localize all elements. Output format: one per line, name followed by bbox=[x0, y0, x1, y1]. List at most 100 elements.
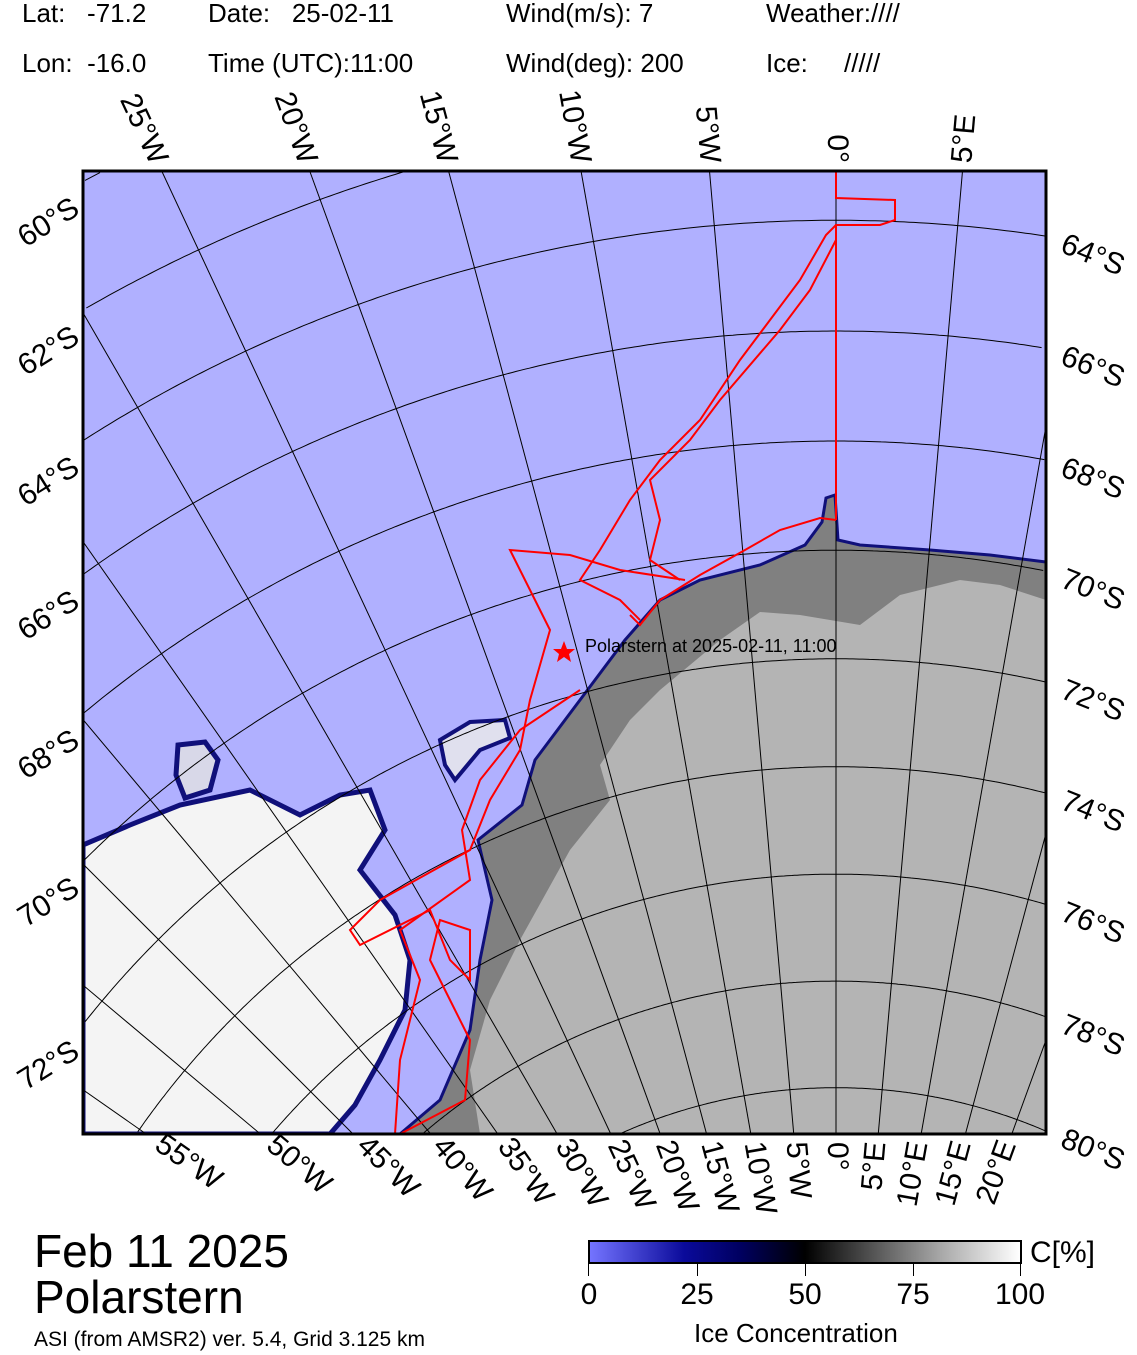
meridian bbox=[309, 171, 661, 1134]
graticule-label: 55°W bbox=[149, 1127, 229, 1197]
ship-track bbox=[348, 171, 896, 1134]
meridian bbox=[708, 171, 795, 1134]
time-value: 11:00 bbox=[350, 48, 414, 78]
graticule-label: 20°W bbox=[268, 88, 324, 169]
graticule-label: 20°E bbox=[970, 1136, 1023, 1209]
graticule-label: 78°S bbox=[1056, 1008, 1129, 1063]
date-readout: Date: 25-02-11 bbox=[208, 0, 394, 29]
meridian bbox=[83, 312, 558, 1134]
lat-value: -71.2 bbox=[87, 0, 147, 28]
graticule-label: 76°S bbox=[1056, 896, 1129, 951]
graticule-label: 72°S bbox=[12, 1034, 85, 1097]
meridian bbox=[877, 171, 964, 1134]
data-source: ASI (from AMSR2) ver. 5.4, Grid 3.125 km bbox=[34, 1328, 425, 1351]
lat-readout: Lat: -71.2 bbox=[22, 0, 146, 29]
meridian bbox=[964, 833, 1046, 1134]
meridian bbox=[1011, 1039, 1046, 1134]
meridian bbox=[83, 1089, 147, 1134]
parallel-60s bbox=[84, 172, 101, 181]
graticule-label: 30°W bbox=[549, 1133, 615, 1214]
ice-readout: Ice: ///// bbox=[766, 48, 880, 79]
colorbar-tick-100: 100 bbox=[994, 1278, 1046, 1311]
parallel-74s bbox=[137, 766, 1045, 1132]
graticule-label: 45°W bbox=[350, 1129, 426, 1205]
lon-label: Lon: bbox=[22, 48, 73, 78]
graticule-label: 5°E bbox=[855, 1140, 892, 1191]
graticule-label: 5°E bbox=[945, 113, 982, 164]
parallel-70s bbox=[83, 549, 1044, 861]
time-readout: Time (UTC):11:00 bbox=[208, 48, 413, 79]
date-label: Date: bbox=[208, 0, 271, 28]
graticule-label: 0° bbox=[821, 1142, 854, 1171]
wind-dir-value: 200 bbox=[640, 48, 684, 78]
sea-ice bbox=[83, 787, 413, 1134]
colorbar-tick-mark bbox=[697, 1264, 698, 1276]
graticule-label: 68°S bbox=[1056, 451, 1129, 506]
ship-label: Polarstern at 2025-02-11, 11:00 bbox=[585, 636, 837, 656]
graticule-label: 5°W bbox=[689, 105, 727, 165]
star-icon[interactable] bbox=[553, 641, 575, 662]
meridian bbox=[920, 425, 1046, 1134]
graticule-label: 70°S bbox=[1056, 562, 1129, 617]
parallel-64s bbox=[83, 219, 1045, 441]
wind-dir-readout: Wind(deg): 200 bbox=[506, 48, 684, 79]
land bbox=[470, 580, 1046, 1134]
graticule-label: 68°S bbox=[12, 723, 85, 786]
graticule-label: 15°W bbox=[413, 87, 464, 167]
parallel-66s bbox=[83, 330, 1042, 575]
map-frame bbox=[81, 169, 1048, 1136]
title-date: Feb 11 2025 bbox=[34, 1225, 289, 1277]
graticule-label: 5°W bbox=[780, 1140, 818, 1200]
graticule-label: 64°S bbox=[12, 450, 85, 513]
ice-label: Ice: bbox=[766, 48, 808, 78]
ice-map: Polarstern at 2025-02-11, 11:00 25°W 20°W… bbox=[12, 87, 1129, 1218]
wind-speed-readout: Wind(m/s): 7 bbox=[506, 0, 653, 29]
graticule-label: 62°S bbox=[12, 320, 85, 383]
meridian bbox=[580, 171, 752, 1134]
colorbar-tick-mark bbox=[588, 1264, 589, 1276]
wind-speed-label: Wind(m/s): bbox=[506, 0, 632, 28]
graticule-label: 40°W bbox=[426, 1130, 499, 1208]
weather-label: Weather: bbox=[766, 0, 872, 28]
colorbar-tick-mark bbox=[805, 1264, 806, 1276]
lat-label: Lat: bbox=[22, 0, 66, 28]
lon-value: -16.0 bbox=[87, 48, 147, 78]
parallel-76s bbox=[271, 873, 1046, 1134]
graticule-label: 35°W bbox=[491, 1132, 561, 1212]
parallel-68s bbox=[83, 440, 1045, 714]
graticule-label: 60°S bbox=[12, 191, 85, 254]
graticule-label: 0° bbox=[821, 134, 854, 163]
colorbar-tick-25: 25 bbox=[680, 1278, 714, 1311]
graticule-label: 72°S bbox=[1056, 673, 1129, 728]
graticule-label: 64°S bbox=[1056, 227, 1129, 282]
parallel-80s bbox=[620, 1087, 1045, 1134]
colorbar-tick-50: 50 bbox=[788, 1278, 822, 1311]
parallel-72s bbox=[84, 658, 1046, 1023]
colorbar-tick-75: 75 bbox=[896, 1278, 930, 1311]
graticule-label: 50°W bbox=[260, 1128, 338, 1201]
meridian bbox=[448, 171, 708, 1134]
colorbar-tick-mark bbox=[913, 1264, 914, 1276]
graticule-label: 25°W bbox=[113, 89, 174, 170]
wind-dir-label: Wind(deg): bbox=[506, 48, 634, 78]
graticule bbox=[83, 171, 1046, 1134]
wind-speed-value: 7 bbox=[638, 0, 654, 28]
lon-readout: Lon: -16.0 bbox=[22, 48, 146, 79]
graticule-label: 10°E bbox=[891, 1139, 935, 1209]
meridian bbox=[83, 863, 354, 1134]
ice-value: ///// bbox=[844, 48, 881, 78]
graticule-label: 10°W bbox=[552, 87, 597, 166]
colorbar-tick-0: 0 bbox=[580, 1278, 598, 1311]
meridian bbox=[83, 541, 499, 1134]
colorbar-unit: C[%] bbox=[1030, 1236, 1096, 1269]
title-ship: Polarstern bbox=[34, 1271, 244, 1323]
sea-ice-patch bbox=[437, 717, 513, 784]
sea-ice-patch bbox=[173, 739, 221, 802]
graticule-label: 66°S bbox=[12, 584, 85, 647]
meridian bbox=[161, 171, 612, 1134]
date-value: 25-02-11 bbox=[291, 0, 394, 28]
time-label: Time (UTC): bbox=[208, 48, 351, 78]
meridian bbox=[83, 984, 261, 1134]
graticule-label: 80°S bbox=[1056, 1122, 1129, 1177]
graticule-label: 70°S bbox=[12, 871, 85, 934]
